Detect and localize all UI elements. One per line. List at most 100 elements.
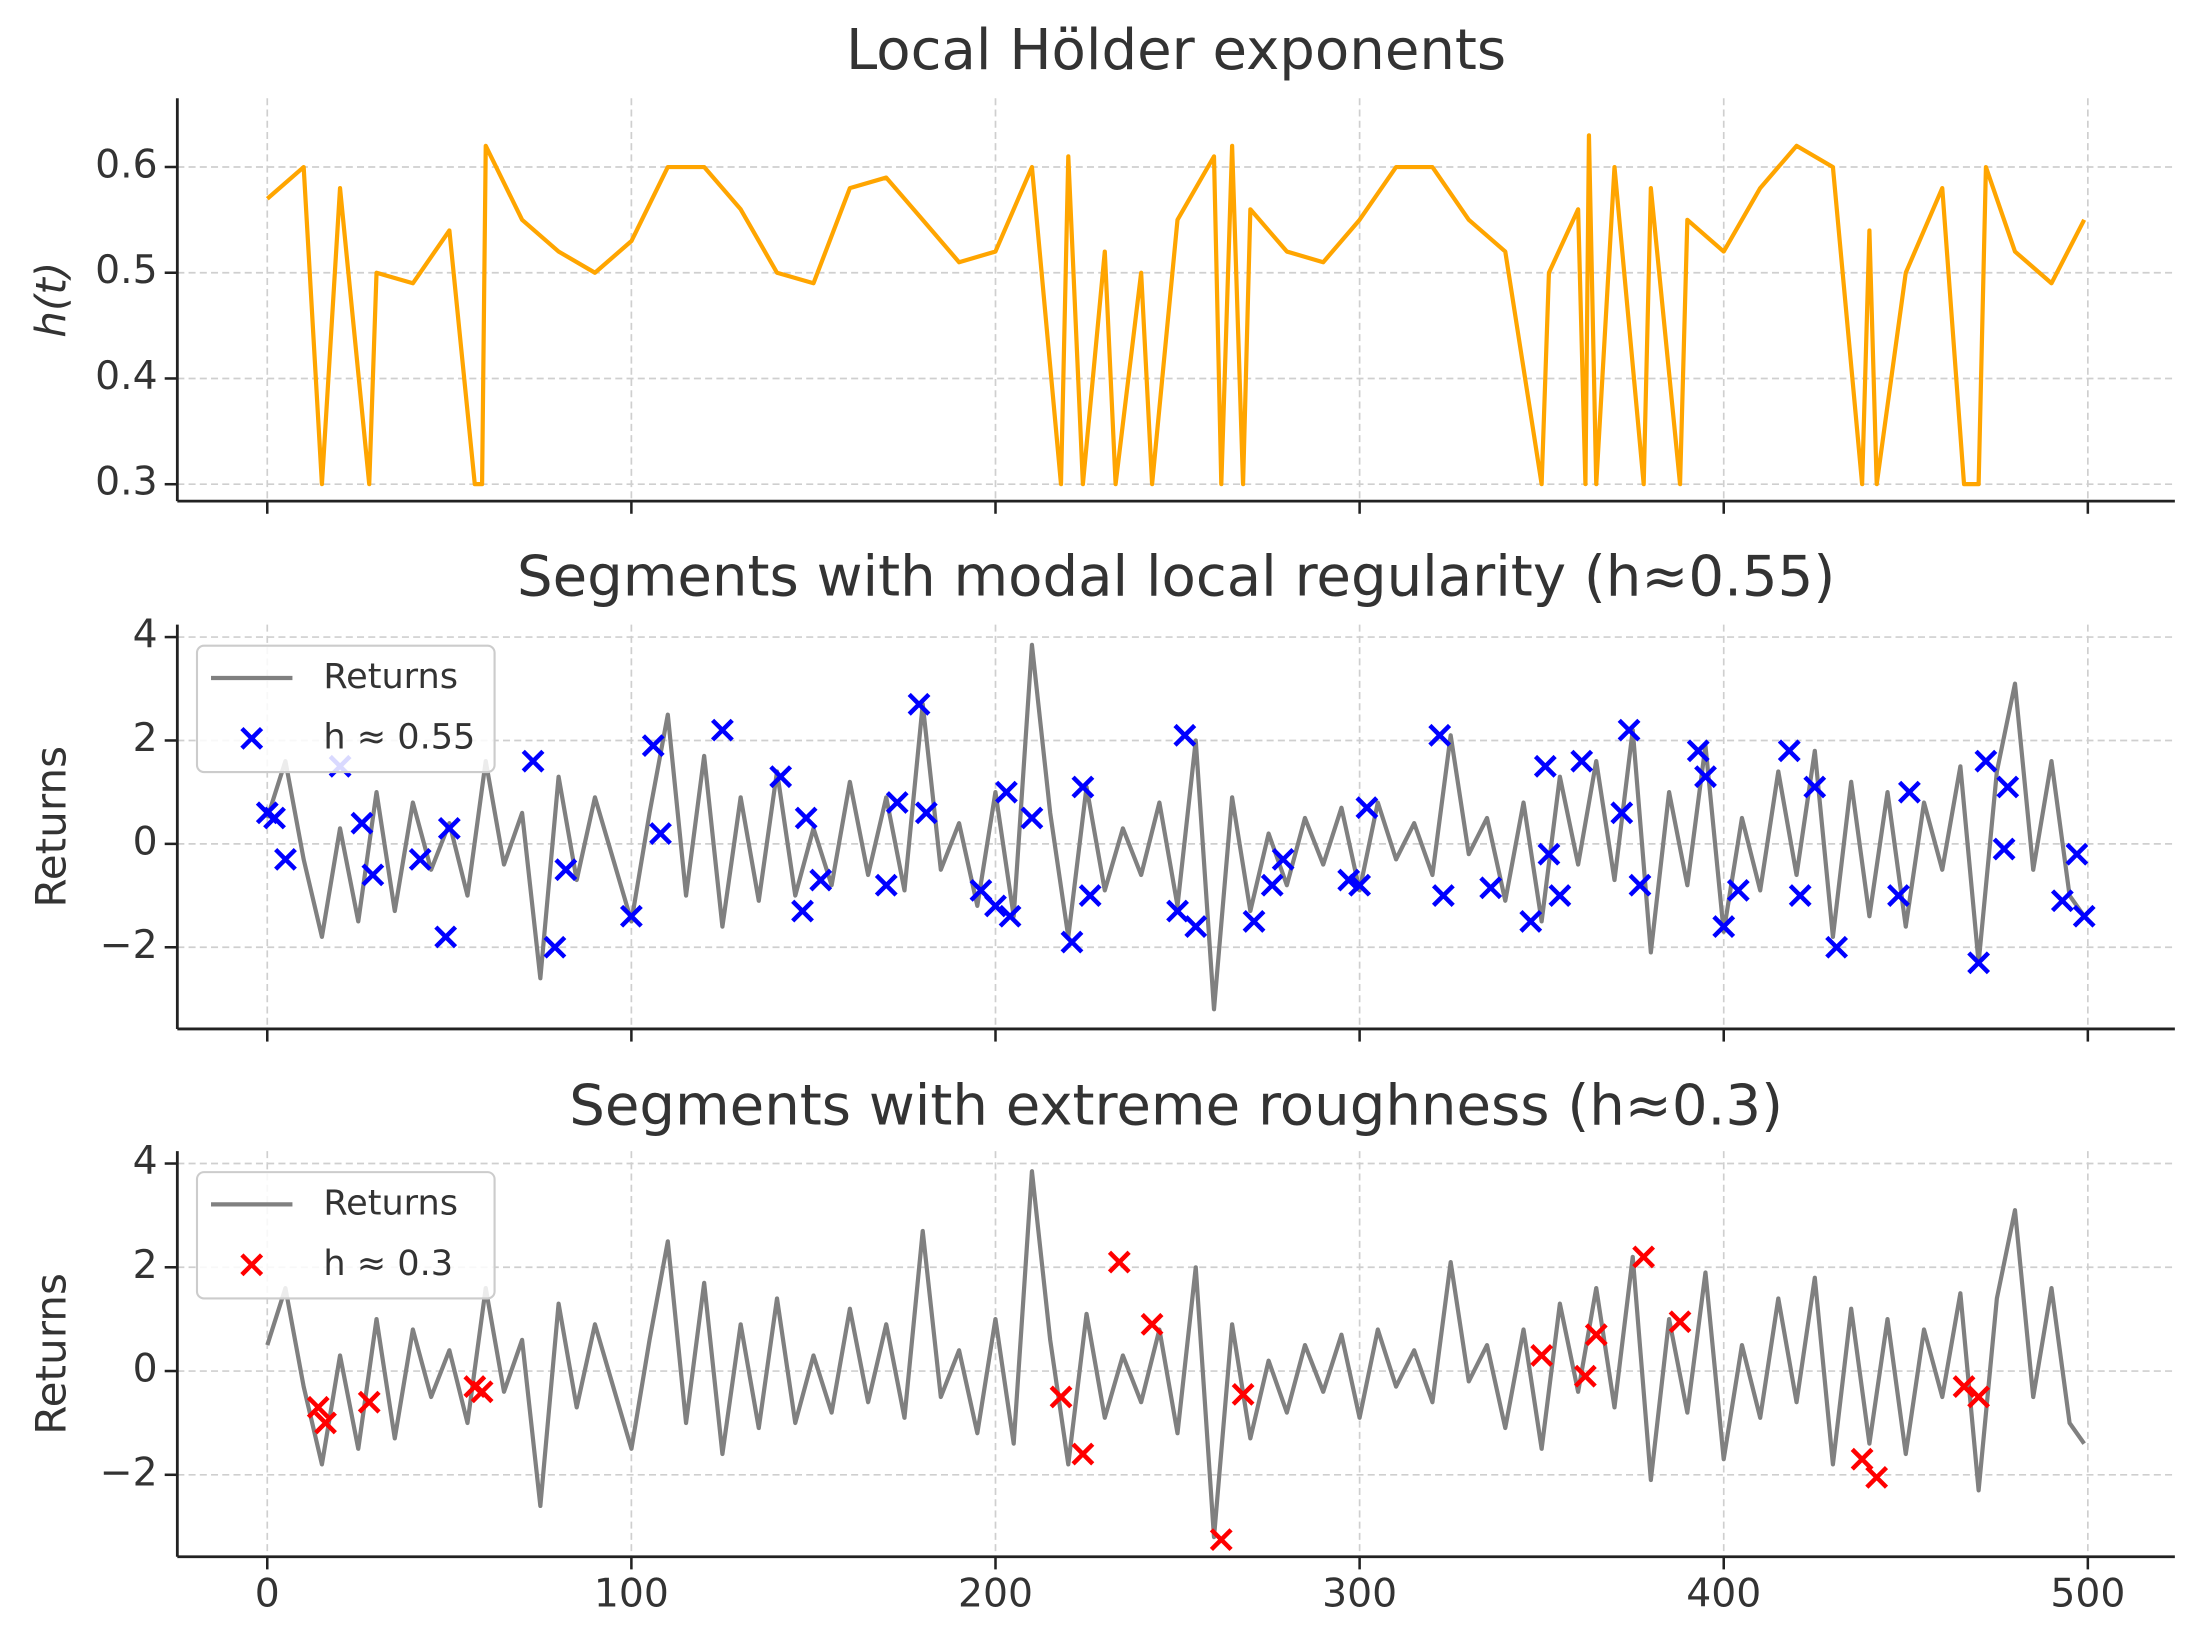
scatter-marker xyxy=(2065,842,2089,866)
scatter-marker xyxy=(1974,749,1998,773)
scatter-marker xyxy=(1632,1245,1656,1269)
scatter-marker xyxy=(1850,1447,1874,1471)
chart-title: Local Hölder exponents xyxy=(846,18,1506,83)
scatter-marker xyxy=(470,1380,494,1404)
scatter-marker xyxy=(274,847,297,871)
y-tick-label: 4 xyxy=(133,613,158,658)
scatter-marker xyxy=(408,847,432,871)
scatter-marker xyxy=(874,873,898,897)
scatter-marker xyxy=(1788,884,1812,907)
x-tick-label: 400 xyxy=(1686,1572,1761,1617)
scatter-marker xyxy=(998,904,1022,928)
scatter-marker xyxy=(1533,754,1557,778)
scatter-marker xyxy=(437,816,461,840)
chart-title: Segments with extreme roughness (h≈0.3) xyxy=(569,1074,1783,1139)
scatter-marker xyxy=(1173,723,1197,747)
scatter-marker xyxy=(1668,1310,1692,1334)
legend-swatch xyxy=(240,726,264,750)
scatter-marker xyxy=(1428,723,1452,747)
scatter-marker xyxy=(1584,1323,1608,1347)
x-tick-label: 100 xyxy=(594,1572,669,1617)
scatter-marker xyxy=(263,806,286,830)
scatter-marker xyxy=(521,749,545,773)
scatter-marker xyxy=(1519,910,1543,933)
scatter-marker xyxy=(1078,884,1102,907)
y-tick-label: −2 xyxy=(100,1450,158,1495)
x-tick-label: 200 xyxy=(958,1572,1033,1617)
chart-title: Segments with modal local regularity (h≈… xyxy=(517,544,1835,609)
scatter-marker xyxy=(1166,899,1189,923)
scatter-marker xyxy=(1184,915,1208,938)
scatter-marker xyxy=(1898,780,1921,804)
scatter-marker xyxy=(306,1395,330,1419)
scatter-marker xyxy=(769,765,793,789)
scatter-marker xyxy=(1686,739,1710,763)
scatter-marker xyxy=(543,935,567,959)
y-axis-label: Returns xyxy=(26,746,75,908)
legend-swatch xyxy=(240,1253,264,1277)
scatter-marker xyxy=(1996,775,2020,799)
scatter-marker xyxy=(984,894,1007,918)
scatter-marker xyxy=(1355,796,1379,820)
scatter-marker xyxy=(907,692,931,716)
scatter-marker xyxy=(1712,915,1736,938)
scatter-marker xyxy=(1071,775,1095,799)
scatter-marker xyxy=(710,718,734,742)
scatter-marker xyxy=(1865,1465,1889,1489)
y-tick-label: 0 xyxy=(133,819,158,864)
scatter-marker xyxy=(1049,1385,1073,1409)
scatter-marker xyxy=(1071,1442,1095,1466)
scatter-marker xyxy=(350,811,374,835)
scatter-marker xyxy=(1952,1375,1976,1399)
y-tick-label: 0.6 xyxy=(95,142,157,187)
y-tick-label: 0.4 xyxy=(95,354,157,399)
scatter-marker xyxy=(1573,1364,1597,1388)
y-tick-label: −2 xyxy=(100,923,158,968)
y-axis-label: Returns xyxy=(26,1273,75,1435)
scatter-marker xyxy=(809,868,833,892)
y-tick-label: 2 xyxy=(133,716,158,761)
scatter-marker xyxy=(1431,884,1455,907)
scatter-marker xyxy=(1628,873,1652,897)
scatter-marker xyxy=(914,801,938,825)
scatter-marker xyxy=(649,822,672,845)
scatter-marker xyxy=(1271,847,1295,871)
scatter-marker xyxy=(1548,884,1572,907)
series-line xyxy=(265,642,2086,1012)
scatter-marker xyxy=(361,863,385,887)
legend-label: Returns xyxy=(323,1182,458,1223)
scatter-marker xyxy=(1260,873,1284,897)
scatter-marker xyxy=(1887,884,1910,907)
y-tick-label: 0.5 xyxy=(95,248,157,293)
scatter-marker xyxy=(794,806,818,830)
scatter-marker xyxy=(791,899,814,923)
scatter-marker xyxy=(1060,930,1084,954)
scatter-marker xyxy=(1803,775,1827,799)
scatter-marker xyxy=(1570,749,1594,773)
scatter-marker xyxy=(1610,801,1634,825)
y-tick-label: 0.3 xyxy=(95,460,157,505)
series-line xyxy=(265,133,2087,487)
scatter-marker xyxy=(1694,765,1717,789)
legend-label: Returns xyxy=(323,656,458,697)
scatter-marker xyxy=(619,904,643,928)
scatter-marker xyxy=(1348,873,1372,897)
scatter-marker xyxy=(1537,842,1561,866)
scatter-marker xyxy=(1825,935,1849,959)
scatter-marker xyxy=(1107,1250,1131,1274)
y-tick-label: 0 xyxy=(133,1347,158,1392)
scatter-marker xyxy=(1967,1385,1991,1409)
scatter-marker xyxy=(1617,718,1641,742)
scatter-marker xyxy=(641,734,665,758)
y-axis-label: h(t) xyxy=(26,262,75,338)
scatter-marker xyxy=(1479,876,1503,900)
scatter-marker xyxy=(1020,806,1044,830)
scatter-marker xyxy=(314,1411,337,1435)
y-tick-label: 4 xyxy=(133,1139,158,1184)
series-line xyxy=(265,1169,2086,1540)
scatter-marker xyxy=(995,780,1018,804)
x-tick-label: 300 xyxy=(1322,1572,1397,1617)
scatter-marker xyxy=(1967,951,1991,975)
scatter-marker xyxy=(2050,889,2074,913)
